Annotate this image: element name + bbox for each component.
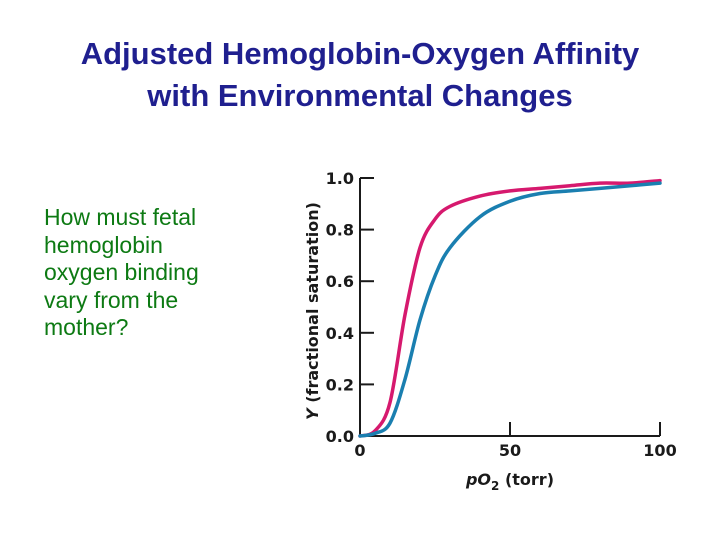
- question-text: How must fetal hemoglobin oxygen binding…: [44, 204, 199, 340]
- title-line-1: Adjusted Hemoglobin-Oxygen Affinity: [80, 36, 640, 71]
- y-tick-label: 0.8: [326, 221, 354, 240]
- series-line-2: [358, 181, 662, 438]
- chart-labels: 0.0 0.2 0.4 0.6 0.8 1.0 0 50 100 pO2 (torr) Y (fra…: [303, 169, 677, 493]
- y-tick-label: 0.0: [326, 427, 354, 446]
- x-tick-label: 50: [499, 441, 521, 460]
- y-axis-title: Y (fractional saturation): [303, 202, 322, 420]
- y-tick-label: 0.2: [326, 375, 354, 394]
- slide-title: Adjusted Hemoglobin-Oxygen Affinity with…: [0, 33, 720, 117]
- title-line-2: with Environmental Changes: [147, 78, 573, 113]
- series-line-1: [358, 178, 662, 438]
- y-tick-label: 1.0: [326, 169, 354, 188]
- y-tick-label: 0.6: [326, 272, 354, 291]
- y-tick-label: 0.4: [326, 324, 354, 343]
- chart-series: [358, 178, 662, 438]
- x-tick-label: 0: [354, 441, 365, 460]
- x-axis-title: pO2 (torr): [465, 470, 554, 493]
- x-tick-label: 100: [643, 441, 676, 460]
